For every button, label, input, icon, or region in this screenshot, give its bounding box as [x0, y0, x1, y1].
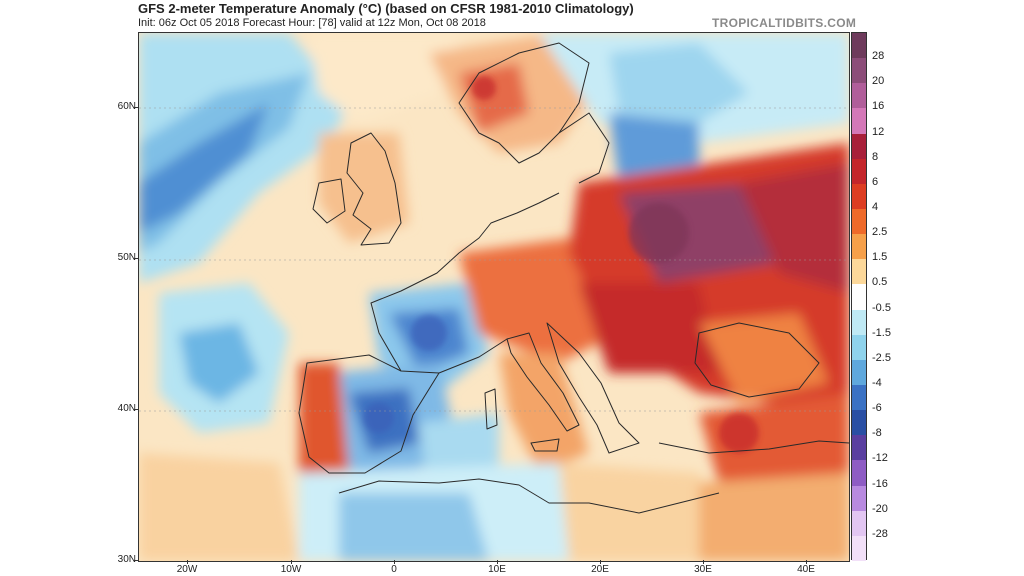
colorbar-segment [852, 359, 866, 386]
colorbar-segment [852, 83, 866, 109]
graticule [139, 107, 849, 412]
colorbar-segment [852, 460, 866, 487]
lon-tick [600, 560, 601, 564]
colorbar-segment [852, 158, 866, 185]
colorbar-label: 8 [872, 150, 879, 163]
lon-label-0: 0 [391, 564, 397, 575]
colorbar-segment [852, 410, 866, 436]
anomaly-map[interactable] [138, 32, 850, 562]
lat-tick [134, 560, 138, 561]
colorbar-segment [852, 334, 866, 361]
lat-tick [134, 107, 138, 108]
colorbar-segment [852, 385, 866, 411]
colorbar-segment [852, 485, 866, 512]
coastlines [298, 42, 849, 514]
lon-tick [497, 560, 498, 564]
colorbar-segment [852, 510, 866, 537]
colorbar-label: 0.5 [872, 276, 888, 289]
lon-label-40e: 40E [797, 564, 815, 575]
colorbar-label: 2.5 [872, 226, 888, 239]
colorbar-segment [852, 183, 866, 210]
map-subtitle: Init: 06z Oct 05 2018 Forecast Hour: [78… [138, 17, 486, 29]
lon-tick [291, 560, 292, 564]
map-title: GFS 2-meter Temperature Anomaly (°C) (ba… [138, 1, 634, 16]
lat-label-50n: 50N [117, 252, 136, 263]
anomaly-fields [139, 33, 849, 561]
lon-tick [187, 560, 188, 564]
lon-label-10w: 10W [280, 564, 302, 575]
colorbar-segment [852, 259, 866, 285]
colorbar-label: 4 [872, 201, 879, 213]
colorbar-segment [852, 284, 866, 311]
lat-tick [134, 258, 138, 259]
colorbar-segment [852, 133, 866, 160]
colorbar-label: -16 [872, 477, 888, 490]
colorbar-label: 1.5 [872, 251, 888, 264]
colorbar-segment [852, 209, 866, 235]
anomaly-detail [364, 76, 759, 453]
lon-label-10e: 10E [488, 564, 506, 575]
colorbar-segment [852, 435, 866, 461]
colorbar-label: -8 [872, 427, 882, 440]
colorbar-segment [852, 33, 866, 59]
lon-tick [394, 560, 395, 564]
colorbar-label: 28 [872, 50, 885, 63]
colorbar-label: 12 [872, 125, 885, 138]
lon-label-20e: 20E [591, 564, 609, 575]
colorbar-label: -0.5 [872, 301, 891, 314]
colorbar-label: -4 [872, 377, 882, 389]
brand-watermark: TROPICALTIDBITS.COM [712, 16, 857, 30]
colorbar-label: 16 [872, 100, 885, 113]
colorbar-label: -2.5 [872, 351, 891, 364]
colorbar-label: 6 [872, 175, 879, 188]
colorbar-label: 20 [872, 75, 885, 88]
colorbar-label: -28 [872, 527, 888, 540]
colorbar [851, 32, 867, 562]
lat-label-60n: 60N [117, 101, 136, 112]
colorbar-label: -1.5 [872, 326, 891, 339]
lon-tick [703, 560, 704, 564]
colorbar-segment [852, 535, 866, 562]
colorbar-label: -12 [872, 452, 888, 465]
lat-tick [134, 409, 138, 410]
colorbar-segment [852, 234, 866, 260]
lat-label-30n: 30N [117, 554, 136, 565]
colorbar-label: -6 [872, 402, 882, 415]
colorbar-segment [852, 58, 866, 84]
lon-label-30e: 30E [694, 564, 712, 575]
anomaly-map-canvas [139, 33, 849, 561]
lon-label-20w: 20W [176, 564, 198, 575]
colorbar-label: -20 [872, 502, 888, 515]
colorbar-segment [852, 309, 866, 336]
lon-tick [806, 560, 807, 564]
lat-label-40n: 40N [117, 403, 136, 414]
colorbar-segment [852, 108, 866, 135]
